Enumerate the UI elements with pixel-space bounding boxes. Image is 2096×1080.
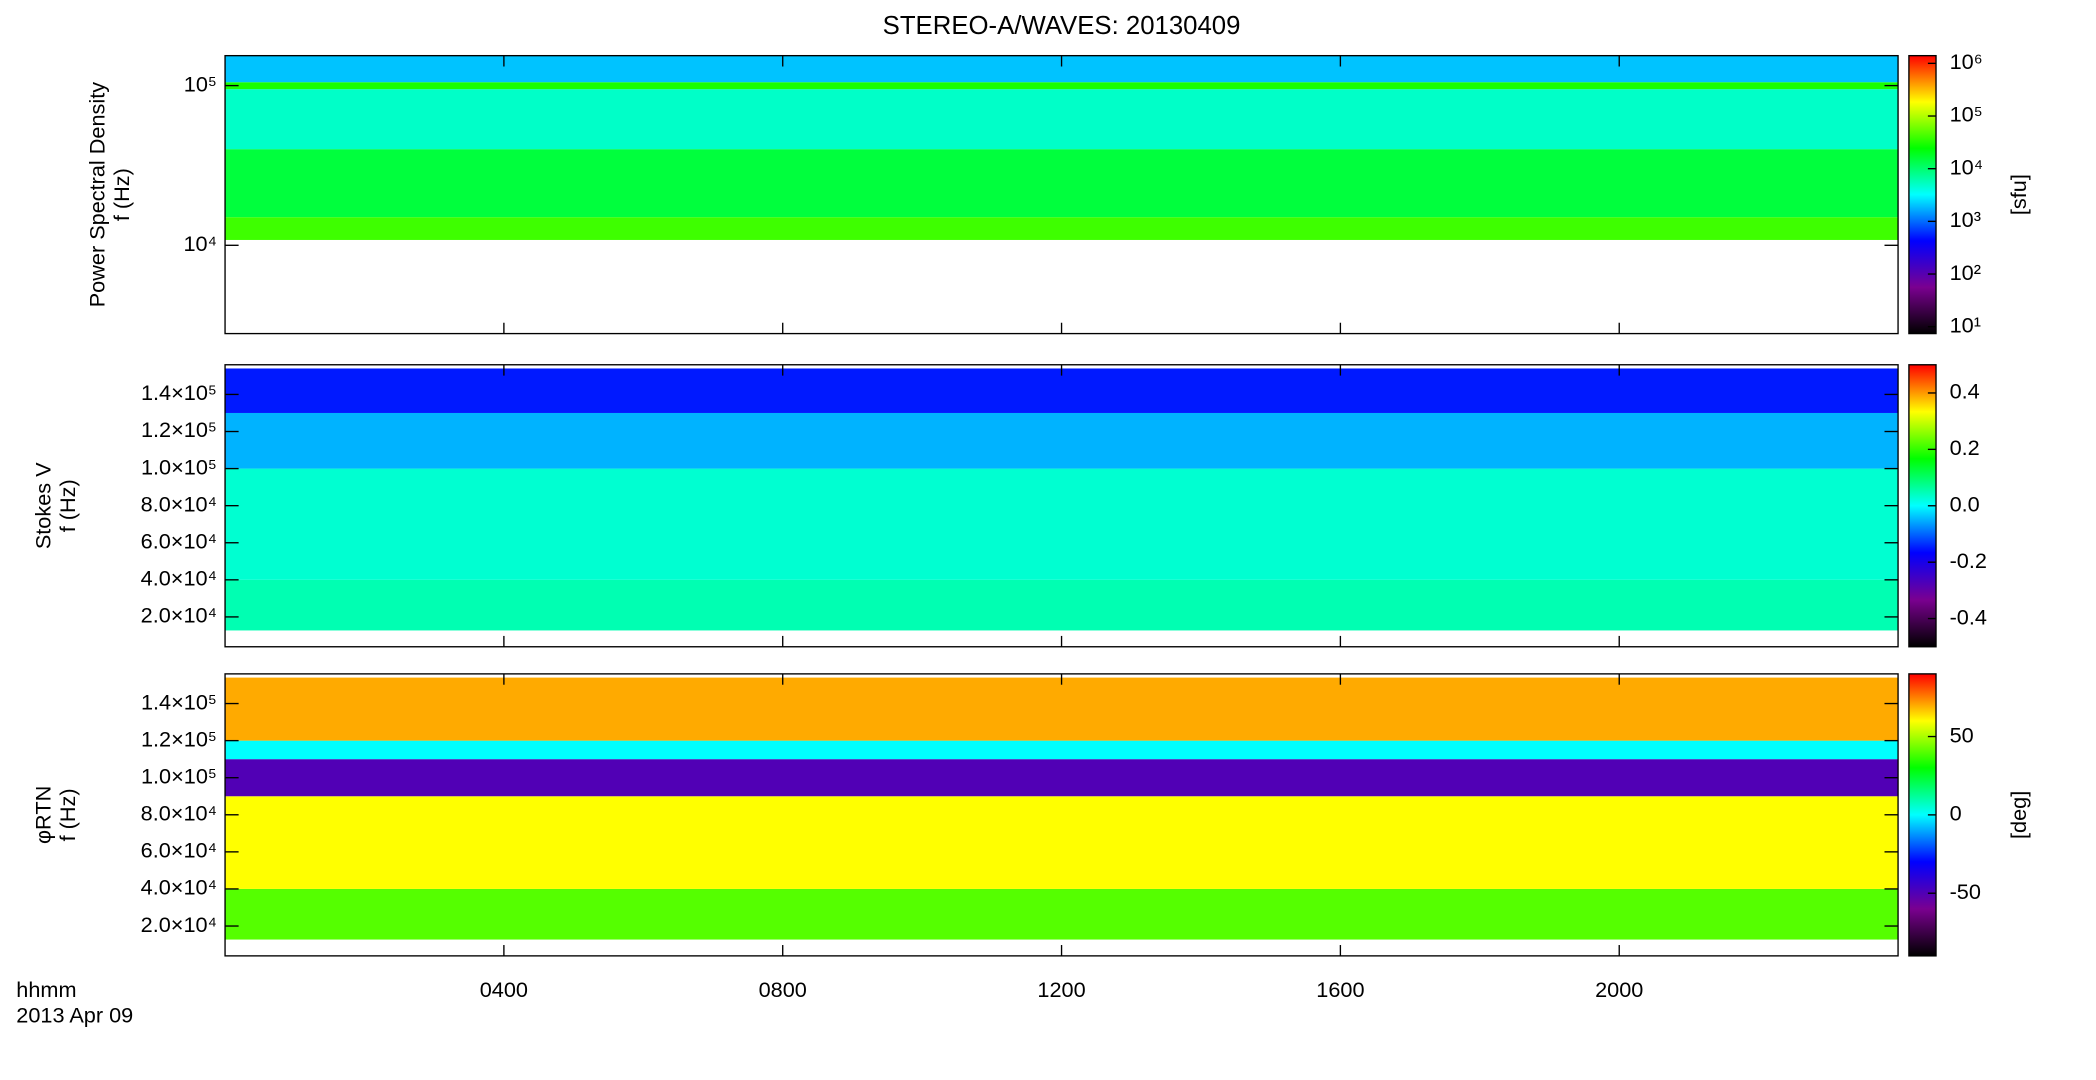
x-axis-label: hhmm — [16, 977, 76, 1002]
y-tick-label: 1.0×10⁵ — [141, 763, 217, 788]
colorbar-tick-label: 10² — [1950, 260, 1981, 285]
y-axis-label: φRTN — [30, 786, 55, 844]
y-tick-label: 1.4×10⁵ — [141, 689, 217, 714]
x-tick-label: 1600 — [1316, 977, 1364, 1002]
x-tick-label: 1200 — [1037, 977, 1085, 1002]
x-axis-label: 2013 Apr 09 — [16, 1003, 133, 1028]
y-tick-label: 4.0×10⁴ — [141, 566, 217, 591]
spectrogram-band — [225, 796, 1899, 889]
spectrogram-band — [225, 368, 1899, 413]
y-axis-label: Stokes V — [30, 462, 55, 549]
colorbar-tick-label: 10¹ — [1950, 312, 1981, 337]
colorbar-label: [sfu] — [2006, 174, 2031, 215]
y-tick-label: 1.4×10⁵ — [141, 380, 217, 405]
colorbar-tick-label: 10⁶ — [1950, 49, 1983, 74]
colorbar-tick-label: 10⁴ — [1950, 154, 1983, 179]
y-tick-label: 2.0×10⁴ — [141, 912, 217, 937]
spectrogram-band — [225, 579, 1899, 631]
colorbar-label: [deg] — [2006, 791, 2031, 839]
y-axis-label: f (Hz) — [55, 479, 80, 532]
chart-title: STEREO-A/WAVES: 20130409 — [883, 12, 1241, 40]
spectrogram-band — [225, 677, 1899, 741]
y-tick-label: 10⁵ — [184, 71, 217, 96]
spectrogram-band — [225, 149, 1899, 218]
x-tick-label: 0400 — [480, 977, 528, 1002]
colorbar-tick-label: 0 — [1950, 801, 1962, 826]
colorbar-tick-label: -0.2 — [1950, 548, 1987, 573]
y-tick-label: 1.2×10⁵ — [141, 726, 217, 751]
x-tick-label: 2000 — [1595, 977, 1643, 1002]
colorbar-tick-label: 10⁵ — [1950, 102, 1983, 127]
spectrogram-band — [225, 217, 1899, 240]
spectrogram-band — [225, 89, 1899, 150]
y-tick-label: 6.0×10⁴ — [141, 838, 217, 863]
colorbar-tick-label: 50 — [1950, 722, 1974, 747]
spectrogram-band — [225, 412, 1899, 469]
y-tick-label: 4.0×10⁴ — [141, 875, 217, 900]
y-tick-label: 2.0×10⁴ — [141, 603, 217, 628]
y-axis-label: f (Hz) — [55, 788, 80, 841]
spectrogram-band — [225, 82, 1899, 90]
y-axis-label: Power Spectral Density — [85, 82, 110, 308]
colorbar-tick-label: 0.4 — [1950, 379, 1980, 404]
spectrogram-band — [225, 888, 1899, 940]
colorbar-tick-label: -50 — [1950, 879, 1981, 904]
spectrogram-band — [225, 468, 1899, 580]
y-tick-label: 1.0×10⁵ — [141, 454, 217, 479]
y-tick-label: 8.0×10⁴ — [141, 801, 217, 826]
x-tick-label: 0800 — [759, 977, 807, 1002]
spectrogram-band — [225, 759, 1899, 797]
y-tick-label: 6.0×10⁴ — [141, 528, 217, 553]
colorbar-tick-label: -0.4 — [1950, 604, 1987, 629]
colorbar — [1908, 54, 1937, 335]
y-tick-label: 1.2×10⁵ — [141, 417, 217, 442]
colorbar-tick-label: 0.2 — [1950, 435, 1980, 460]
y-axis-label: f (Hz) — [109, 168, 134, 221]
colorbar-tick-label: 0.0 — [1950, 492, 1980, 517]
spectrogram-band — [225, 740, 1899, 760]
colorbar-tick-label: 10³ — [1950, 207, 1981, 232]
y-tick-label: 10⁴ — [183, 231, 216, 256]
y-tick-label: 8.0×10⁴ — [141, 491, 217, 516]
